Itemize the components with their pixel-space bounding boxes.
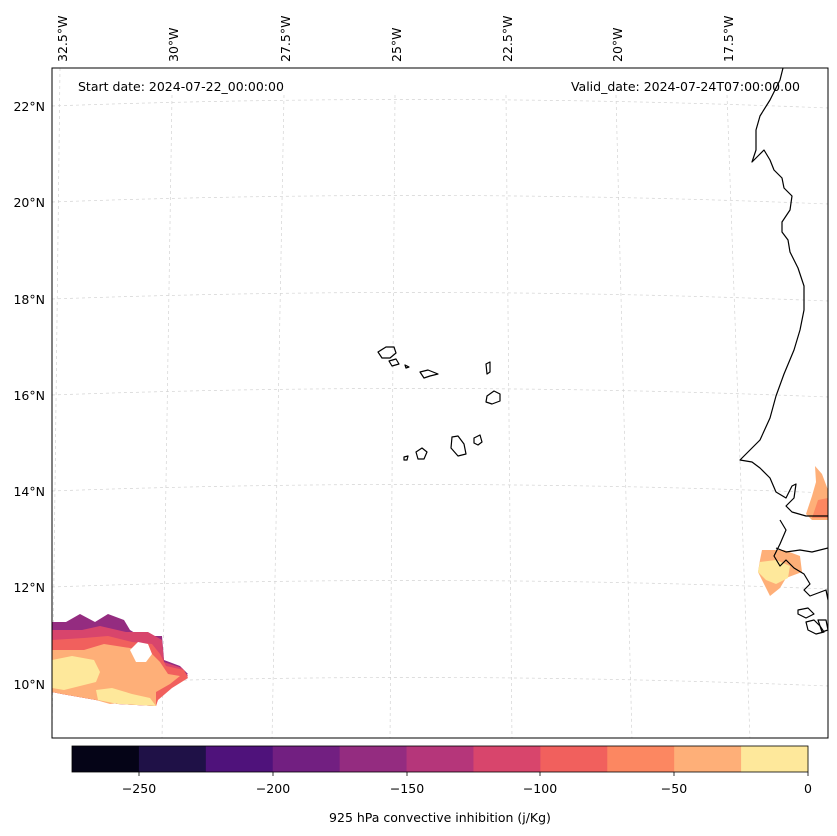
island-maio (473, 434, 483, 446)
coastline-bijagos-2 (817, 619, 828, 633)
colorbar-swatch (339, 746, 408, 772)
colorbar-swatch (674, 746, 742, 772)
lat-label-20n: 20°N (13, 195, 45, 210)
island-sao-vicente (388, 358, 400, 367)
lat-label-14n: 14°N (13, 484, 45, 499)
coastline-bijagos (805, 619, 825, 635)
colorbar-swatch (72, 746, 140, 772)
cin-hole (130, 642, 152, 662)
start-date-label: Start date: 2024-07-22_00:00:00 (78, 79, 284, 94)
colorbar-swatch (540, 746, 608, 772)
parallel-14n (52, 484, 828, 494)
island-santo-antao (377, 346, 397, 359)
colorbar-swatch (272, 746, 341, 772)
island-santiago (450, 435, 467, 457)
lat-label-10n: 10°N (13, 677, 45, 692)
colorbar-label-150: −150 (390, 781, 424, 796)
lat-label-16n: 16°N (13, 388, 45, 403)
longitude-labels: 32.5°W 30°W 27.5°W 25°W 22.5°W 20°W 17.5… (55, 16, 736, 62)
map-background (52, 68, 828, 738)
lon-label-22-5w: 22.5°W (500, 16, 515, 62)
lat-label-12n: 12°N (13, 580, 45, 595)
parallel-18n (52, 292, 828, 302)
coastline-west-africa (739, 68, 828, 517)
valid-date-label: Valid_date: 2024-07-24T07:00:00.00 (571, 79, 800, 94)
cin-field-southeast (758, 466, 828, 596)
cape-verde-islands (377, 346, 501, 461)
coastline-guinea-bissau (773, 519, 828, 601)
parallel-12n (52, 580, 828, 590)
latitude-labels: 22°N 20°N 18°N 16°N 14°N 12°N 10°N (13, 99, 45, 692)
lon-label-27-5w: 27.5°W (278, 16, 293, 62)
cin-contour-yellow (52, 656, 100, 690)
lon-label-25w: 25°W (389, 27, 404, 62)
colorbar-swatch (406, 746, 474, 772)
lat-label-18n: 18°N (13, 292, 45, 307)
island-brava (403, 455, 409, 461)
cin-contour-yellow-lower (96, 688, 156, 706)
colorbar-swatch (473, 746, 541, 772)
cin-field-southwest (52, 614, 188, 706)
colorbar-swatches (72, 746, 809, 772)
island-boa-vista (485, 390, 501, 405)
coastlines (739, 68, 828, 635)
cin-east-orange (812, 498, 828, 518)
map-border (51, 67, 829, 739)
island-sal (485, 361, 491, 375)
colorbar-swatch (741, 746, 809, 772)
colorbar: −250 −200 −150 −100 −50 0 925 hPa convec… (71, 745, 812, 825)
lat-label-22n: 22°N (13, 99, 45, 114)
colorbar-label-50: −50 (661, 781, 687, 796)
colorbar-border (71, 745, 809, 773)
colorbar-tick-labels: −250 −200 −150 −100 −50 0 (122, 781, 812, 796)
parallel-22n (52, 99, 828, 109)
parallel-16n (52, 388, 828, 398)
island-santa-luzia (404, 364, 410, 369)
colorbar-label-200: −200 (256, 781, 290, 796)
lon-label-17-5w: 17.5°W (721, 16, 736, 62)
colorbar-title: 925 hPa convective inhibition (j/Kg) (329, 810, 551, 825)
colorbar-label-0: 0 (804, 781, 812, 796)
cin-east-yellow (758, 560, 790, 584)
colorbar-label-250: −250 (122, 781, 156, 796)
coastline-islands-east (797, 607, 815, 619)
colorbar-swatch (607, 746, 675, 772)
colorbar-swatch (205, 746, 274, 772)
island-sao-nicolau (419, 369, 439, 379)
map-area (51, 67, 829, 739)
coastline-gambia (775, 547, 828, 553)
lon-label-30w: 30°W (166, 27, 181, 62)
colorbar-swatch (138, 746, 207, 772)
lon-label-32-5w: 32.5°W (55, 16, 70, 62)
lon-label-20w: 20°W (610, 27, 625, 62)
colorbar-ticks (138, 772, 809, 776)
parallel-20n (52, 195, 828, 205)
colorbar-label-100: −100 (523, 781, 557, 796)
island-fogo (415, 447, 428, 460)
